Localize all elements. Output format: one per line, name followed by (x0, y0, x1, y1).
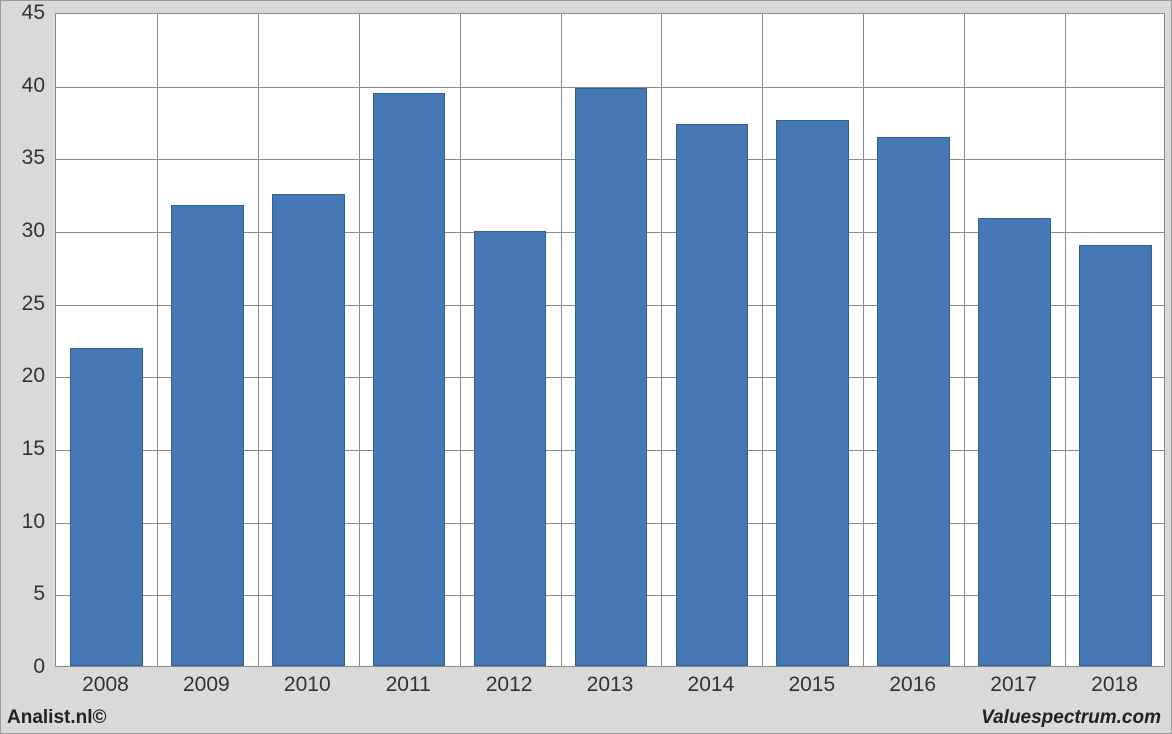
chart-frame: 051015202530354045 200820092010201120122… (0, 0, 1172, 734)
bars-layer (56, 14, 1164, 666)
bar (70, 348, 143, 666)
y-tick-label: 25 (22, 292, 45, 316)
y-tick-label: 5 (33, 582, 45, 606)
y-tick-label: 45 (22, 1, 45, 25)
bar (373, 93, 446, 666)
x-tick-label: 2011 (386, 673, 431, 697)
y-tick-label: 15 (22, 437, 45, 461)
y-tick-label: 40 (22, 74, 45, 98)
bar (978, 218, 1051, 666)
x-tick-label: 2018 (1091, 673, 1138, 697)
chart-footer: Analist.nl© Valuespectrum.com (5, 705, 1167, 731)
plot-area (55, 13, 1165, 667)
x-tick-label: 2017 (990, 673, 1037, 697)
y-tick-label: 30 (22, 219, 45, 243)
bar (1079, 245, 1152, 666)
bar (575, 88, 648, 666)
y-tick-label: 10 (22, 510, 45, 534)
x-tick-label: 2014 (688, 673, 735, 697)
x-tick-label: 2013 (587, 673, 634, 697)
x-tick-label: 2012 (486, 673, 533, 697)
x-tick-label: 2009 (183, 673, 230, 697)
bar (776, 120, 849, 666)
y-tick-label: 0 (33, 655, 45, 679)
x-tick-label: 2015 (788, 673, 835, 697)
source-right: Valuespectrum.com (981, 707, 1161, 729)
y-tick-label: 20 (22, 364, 45, 388)
bar (272, 194, 345, 666)
bar (171, 205, 244, 666)
y-tick-label: 35 (22, 146, 45, 170)
chart-container: 051015202530354045 200820092010201120122… (5, 5, 1169, 705)
x-tick-label: 2008 (82, 673, 129, 697)
y-axis-labels: 051015202530354045 (9, 13, 51, 667)
source-left: Analist.nl© (7, 707, 107, 729)
x-axis-labels: 2008 2009 2010 2011 2012 2013 2014 2015 2016 2017… (55, 669, 1165, 703)
bar (474, 231, 547, 666)
x-tick-label: 2016 (889, 673, 936, 697)
bar (676, 124, 749, 666)
x-tick-label: 2010 (284, 673, 331, 697)
bar (877, 137, 950, 666)
